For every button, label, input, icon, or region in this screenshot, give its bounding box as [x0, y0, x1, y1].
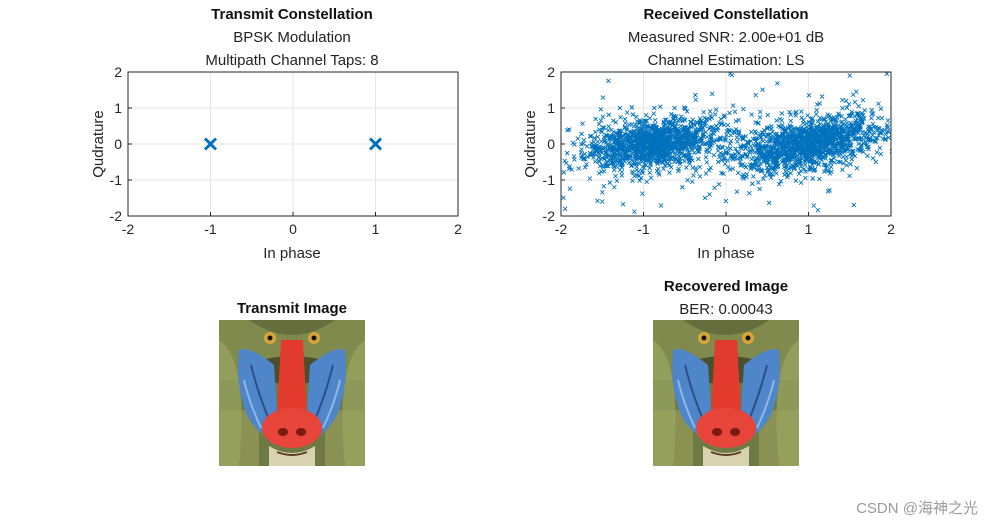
received-ylabel: Qudrature — [522, 110, 539, 178]
received-points — [561, 72, 891, 214]
recovered-image-panel: Recovered Image BER: 0.00043 — [652, 278, 800, 467]
y-tick-label: 2 — [114, 64, 122, 80]
x-tick-label: 1 — [372, 221, 380, 237]
received-x-tick-labels: -2 -1 0 1 2 — [555, 221, 895, 237]
recovered-image — [652, 319, 800, 467]
x-tick-label: -2 — [555, 221, 568, 237]
transmit-image-panel: Transmit Image — [218, 300, 366, 467]
received-y-tick-labels: -2 -1 0 1 2 — [543, 64, 556, 224]
transmit-subtitle-taps: Multipath Channel Taps: 8 — [205, 52, 378, 69]
transmit-xlabel: In phase — [263, 245, 321, 262]
transmit-tick-marks — [127, 71, 459, 217]
received-subtitle-estimation: Channel Estimation: LS — [648, 52, 805, 69]
transmit-y-tick-labels: -2 -1 0 1 2 — [110, 64, 123, 224]
transmit-image-title: Transmit Image — [237, 300, 347, 317]
recovered-image-ber: BER: 0.00043 — [679, 301, 772, 318]
y-tick-label: -2 — [543, 208, 556, 224]
watermark: CSDN @海神之光 — [856, 500, 978, 517]
y-tick-label: 1 — [114, 100, 122, 116]
transmit-point — [203, 137, 218, 151]
x-tick-label: -1 — [637, 221, 650, 237]
x-tick-label: 2 — [454, 221, 462, 237]
received-constellation-axes: Received Constellation Measured SNR: 2.0… — [522, 6, 895, 262]
y-tick-label: -1 — [543, 172, 556, 188]
transmit-point — [368, 137, 383, 151]
transmit-x-tick-labels: -2 -1 0 1 2 — [122, 221, 462, 237]
y-tick-label: 0 — [114, 136, 122, 152]
x-tick-label: 0 — [289, 221, 297, 237]
x-tick-label: -1 — [204, 221, 217, 237]
received-constellation-title: Received Constellation — [643, 6, 808, 23]
received-tick-marks — [560, 71, 892, 217]
transmit-constellation-title: Transmit Constellation — [211, 6, 373, 23]
y-tick-label: 2 — [547, 64, 555, 80]
x-tick-label: 0 — [722, 221, 730, 237]
transmit-image — [218, 319, 366, 467]
transmit-points — [203, 137, 383, 151]
y-tick-label: 1 — [547, 100, 555, 116]
x-tick-label: -2 — [122, 221, 135, 237]
transmit-constellation-axes: Transmit Constellation BPSK Modulation M… — [90, 6, 462, 262]
x-tick-label: 1 — [805, 221, 813, 237]
transmit-ylabel: Qudrature — [90, 110, 107, 178]
recovered-image-title: Recovered Image — [664, 278, 788, 295]
received-point-cloud — [561, 72, 891, 214]
y-tick-label: -1 — [110, 172, 123, 188]
received-xlabel: In phase — [697, 245, 755, 262]
x-tick-label: 2 — [887, 221, 895, 237]
y-tick-label: -2 — [110, 208, 123, 224]
y-tick-label: 0 — [547, 136, 555, 152]
transmit-subtitle-modulation: BPSK Modulation — [233, 29, 351, 46]
received-subtitle-snr: Measured SNR: 2.00e+01 dB — [628, 29, 824, 46]
